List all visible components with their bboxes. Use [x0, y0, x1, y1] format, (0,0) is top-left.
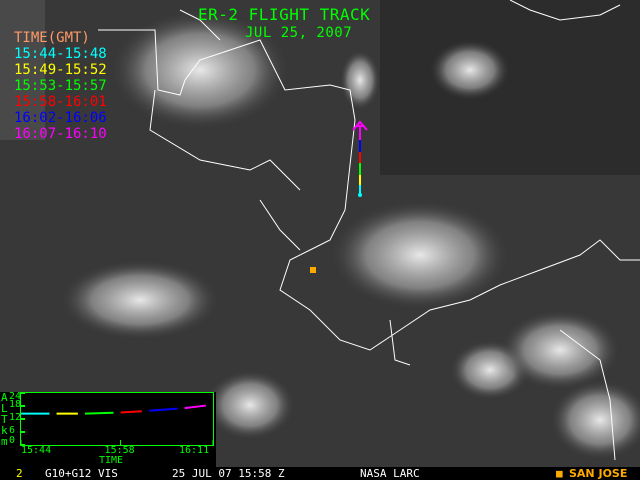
- altitude-plot-area: [20, 392, 214, 446]
- source-label: NASA LARC: [360, 467, 420, 480]
- map-title: ER-2 FLIGHT TRACK: [198, 5, 371, 24]
- legend-item: 15:53-15:57: [14, 78, 107, 94]
- time-legend: TIME(GMT) 15:44-15:48 15:49-15:52 15:53-15…: [14, 30, 107, 142]
- y-axis-label: ALT km: [1, 391, 8, 448]
- country-borders: [98, 0, 640, 461]
- y-tick-label: 12: [9, 412, 22, 423]
- altitude-chart: ALT km 24 18 12 6 0 15:44 15:58 16:11 TIME: [0, 392, 216, 467]
- altitude-series-3: [120, 410, 142, 414]
- x-tick-label: 15:58: [104, 445, 135, 456]
- legend-item: 15:58-16:01: [14, 94, 107, 110]
- map-date: JUL 25, 2007: [245, 25, 353, 41]
- status-bar: 2 G10+G12 VIS 25 JUL 07 15:58 Z NASA LAR…: [0, 467, 640, 480]
- y-tick-label: 0: [9, 435, 16, 446]
- frame-number: 2: [16, 467, 23, 480]
- san-jose-marker: [310, 267, 316, 273]
- flight-track: [352, 120, 368, 197]
- legend-item: 16:07-16:10: [14, 126, 107, 142]
- sensor-label: G10+G12 VIS: [45, 467, 118, 480]
- x-tick-label: 16:11: [179, 445, 210, 456]
- san-jose-legend-marker: ■: [556, 467, 563, 480]
- x-tick-label: 15:44: [21, 445, 52, 456]
- clouds: [60, 10, 640, 460]
- legend-item: 15:49-15:52: [14, 62, 107, 78]
- timestamp: 25 JUL 07 15:58 Z: [172, 467, 285, 480]
- y-tick-label: 18: [9, 399, 22, 410]
- legend-item: 16:02-16:06: [14, 110, 107, 126]
- legend-item: 15:44-15:48: [14, 46, 107, 62]
- x-axis-label: TIME: [99, 455, 124, 466]
- altitude-series-4: [148, 407, 178, 412]
- y-tick-label: 6: [9, 425, 16, 436]
- y-tick-label: 24: [9, 391, 22, 402]
- altitude-series-2: [84, 411, 114, 415]
- legend-title: TIME(GMT): [14, 30, 90, 46]
- altitude-series-5: [184, 404, 207, 410]
- san-jose-label: SAN JOSE: [569, 467, 628, 480]
